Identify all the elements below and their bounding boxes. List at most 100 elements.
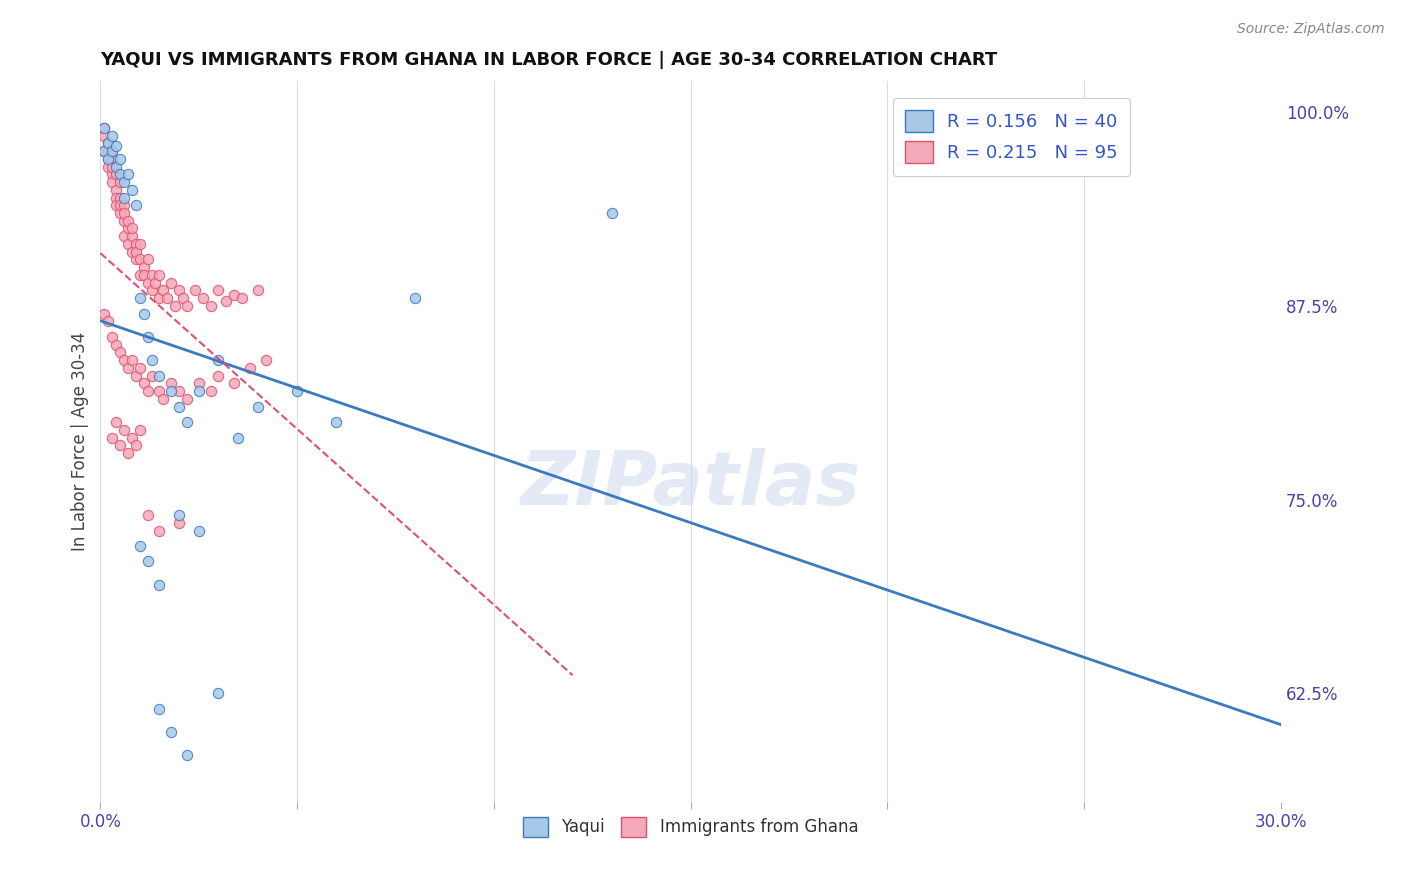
Point <box>136 276 159 290</box>
Point <box>141 368 163 383</box>
Point <box>184 284 207 298</box>
Point <box>148 578 170 592</box>
Point <box>121 353 143 368</box>
Point <box>207 686 229 700</box>
Point <box>112 175 135 189</box>
Point <box>108 175 131 189</box>
Point <box>145 276 167 290</box>
Point <box>93 128 115 143</box>
Point <box>132 307 155 321</box>
Y-axis label: In Labor Force | Age 30-34: In Labor Force | Age 30-34 <box>72 332 89 551</box>
Point <box>187 384 209 398</box>
Point <box>108 206 131 220</box>
Point <box>108 345 131 359</box>
Point <box>105 415 128 429</box>
Legend: Yaqui, Immigrants from Ghana: Yaqui, Immigrants from Ghana <box>516 810 865 844</box>
Point <box>132 268 155 282</box>
Point <box>125 438 148 452</box>
Point <box>404 291 426 305</box>
Point <box>117 167 139 181</box>
Point <box>128 252 150 267</box>
Point <box>97 314 120 328</box>
Point <box>128 360 150 375</box>
Point <box>97 152 120 166</box>
Point <box>112 423 135 437</box>
Point <box>97 136 120 151</box>
Point <box>105 139 128 153</box>
Point <box>105 167 128 181</box>
Point <box>167 508 190 522</box>
Point <box>200 299 222 313</box>
Point <box>121 183 143 197</box>
Point <box>93 307 115 321</box>
Point <box>160 376 183 391</box>
Point <box>160 384 183 398</box>
Point <box>600 206 623 220</box>
Point <box>117 360 139 375</box>
Point <box>128 423 150 437</box>
Point <box>160 724 183 739</box>
Point <box>156 291 179 305</box>
Point <box>167 284 190 298</box>
Point <box>105 337 128 351</box>
Point <box>105 160 128 174</box>
Point <box>176 299 198 313</box>
Point <box>136 554 159 568</box>
Point <box>148 291 170 305</box>
Point <box>101 144 124 158</box>
Point <box>97 144 120 158</box>
Point <box>125 237 148 252</box>
Point <box>121 431 143 445</box>
Point <box>165 299 187 313</box>
Point <box>93 144 115 158</box>
Point <box>207 284 229 298</box>
Point <box>97 160 120 174</box>
Point <box>325 415 347 429</box>
Point <box>97 136 120 151</box>
Point <box>226 431 249 445</box>
Point <box>121 244 143 259</box>
Point <box>148 268 170 282</box>
Point <box>112 198 135 212</box>
Point <box>128 291 150 305</box>
Point <box>141 353 163 368</box>
Point <box>167 384 190 398</box>
Point <box>132 260 155 275</box>
Point <box>108 167 131 181</box>
Point <box>128 268 150 282</box>
Point <box>117 213 139 227</box>
Text: Source: ZipAtlas.com: Source: ZipAtlas.com <box>1237 22 1385 37</box>
Point <box>112 206 135 220</box>
Point <box>112 353 135 368</box>
Point <box>246 284 269 298</box>
Point <box>105 190 128 204</box>
Point <box>117 446 139 460</box>
Point <box>121 221 143 235</box>
Point <box>160 276 183 290</box>
Point <box>148 524 170 538</box>
Text: YAQUI VS IMMIGRANTS FROM GHANA IN LABOR FORCE | AGE 30-34 CORRELATION CHART: YAQUI VS IMMIGRANTS FROM GHANA IN LABOR … <box>100 51 998 69</box>
Point <box>101 144 124 158</box>
Point <box>239 360 262 375</box>
Point <box>105 183 128 197</box>
Point <box>167 516 190 530</box>
Point <box>112 213 135 227</box>
Point <box>108 438 131 452</box>
Point <box>93 120 115 135</box>
Point <box>125 244 148 259</box>
Point <box>187 524 209 538</box>
Point <box>117 237 139 252</box>
Point <box>136 384 159 398</box>
Point <box>136 252 159 267</box>
Point <box>176 748 198 763</box>
Point <box>187 376 209 391</box>
Point <box>132 376 155 391</box>
Point <box>101 167 124 181</box>
Point <box>224 288 246 302</box>
Point <box>224 376 246 391</box>
Point <box>148 368 170 383</box>
Point <box>108 190 131 204</box>
Point <box>112 190 135 204</box>
Point <box>176 392 198 406</box>
Point <box>207 368 229 383</box>
